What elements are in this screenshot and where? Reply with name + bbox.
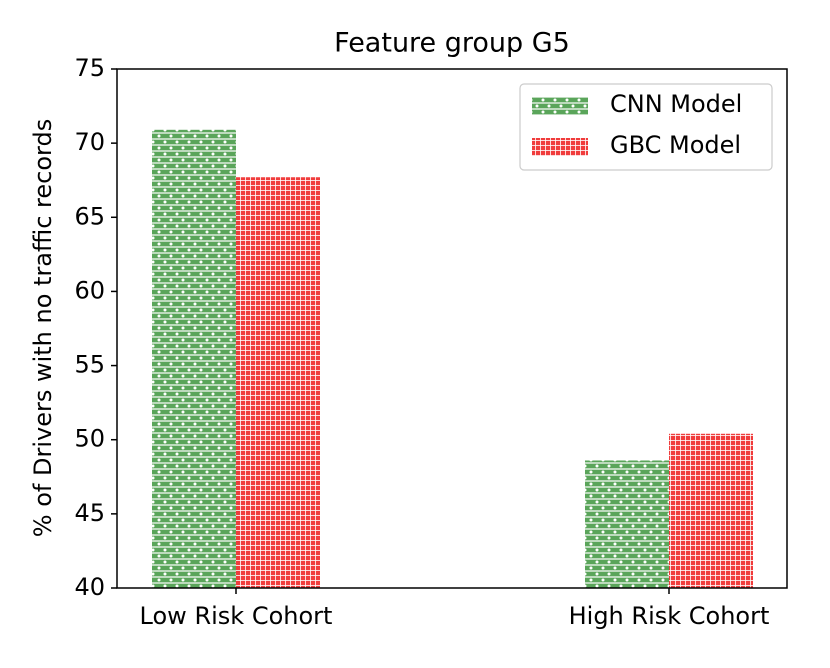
legend-label: GBC Model — [610, 131, 741, 159]
y-tick-label: 70 — [74, 128, 105, 156]
x-tick-label: Low Risk Cohort — [140, 602, 333, 630]
y-tick-label: 75 — [74, 54, 105, 82]
y-tick-label: 40 — [74, 573, 105, 601]
legend-swatch — [532, 97, 588, 115]
bar — [152, 129, 236, 588]
y-tick-label: 65 — [74, 202, 105, 230]
y-axis-label: % of Drivers with no traffic records — [29, 119, 57, 537]
bar — [236, 177, 320, 588]
x-tick-label: High Risk Cohort — [569, 602, 770, 630]
legend-swatch — [532, 138, 588, 156]
bar — [669, 433, 753, 588]
legend-label: CNN Model — [610, 90, 742, 118]
y-tick-label: 45 — [74, 499, 105, 527]
chart-title: Feature group G5 — [334, 28, 570, 59]
bar — [585, 460, 669, 588]
y-tick-label: 60 — [74, 276, 105, 304]
y-tick-label: 50 — [74, 425, 105, 453]
y-tick-label: 55 — [74, 351, 105, 379]
axes-frame — [116, 68, 788, 589]
